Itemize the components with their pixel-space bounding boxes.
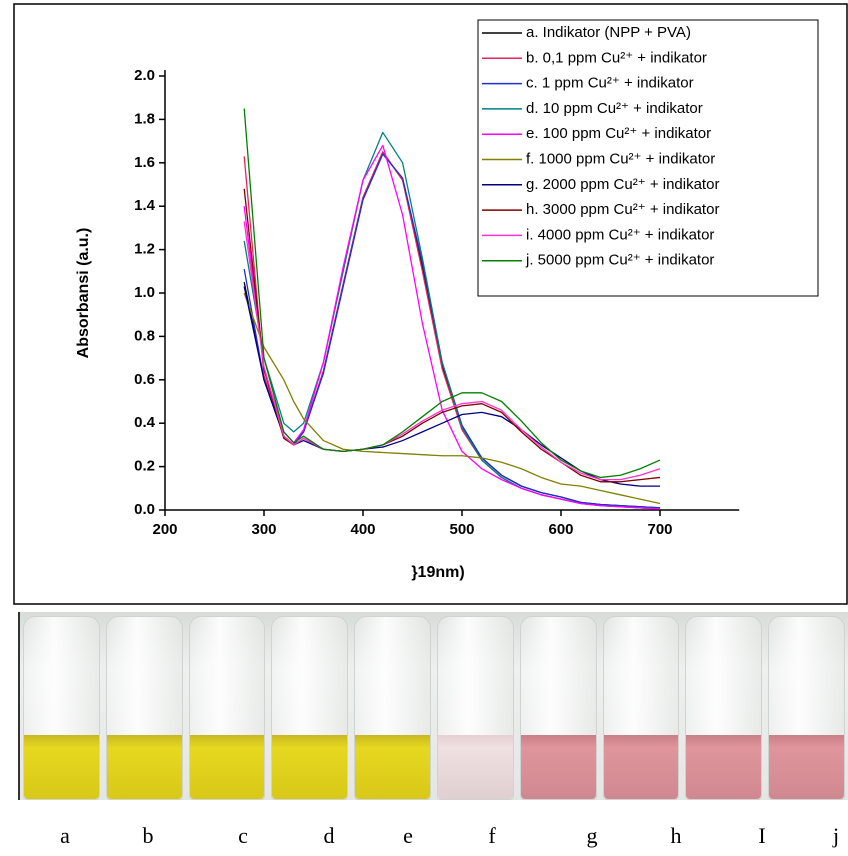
spectrum-line [243,108,661,479]
legend-label: e. 100 ppm Cu²⁺ + indikator [526,125,711,142]
y-tick-label: 0.6 [134,371,155,388]
vial-label: g [587,823,598,848]
vial [436,616,514,800]
x-tick-label: 300 [251,521,276,538]
vial [271,616,349,800]
y-tick-label: 0.0 [134,501,155,518]
vial [105,616,183,800]
chart-frame [13,3,848,605]
vial [354,616,431,800]
y-tick-label: 1.0 [134,284,155,301]
vial-label: h [671,823,682,848]
vial [602,616,680,800]
y-tick-label: 1.8 [134,110,155,127]
legend-label: b. 0,1 ppm Cu²⁺ + indikator [526,49,707,66]
y-tick-label: 1.6 [134,154,155,171]
vial-label: b [143,823,154,848]
legend-label: g. 2000 ppm Cu²⁺ + indikator [526,176,719,193]
x-tick-label: 200 [152,521,177,538]
vial-label: e [403,823,413,848]
y-tick-label: 0.8 [134,327,155,344]
vial-label: I [758,823,765,848]
legend-label: h. 3000 ppm Cu²⁺ + indikator [526,201,719,218]
legend [477,19,819,297]
y-tick-label: 1.2 [134,241,155,258]
spectrum-line [243,221,661,481]
vial-label: c [238,823,248,848]
vial [519,616,597,800]
vial-label: f [488,823,496,848]
vial [768,616,845,800]
x-tick-label: 700 [647,521,672,538]
y-tick-label: 0.2 [134,458,155,475]
y-tick-label: 2.0 [134,67,155,84]
legend-label: f. 1000 ppm Cu²⁺ + indikator [526,150,715,167]
spectrum-line [243,292,661,505]
vial-label: j [832,823,839,848]
legend-label: i. 4000 ppm Cu²⁺ + indikator [526,226,714,243]
legend-label: a. Indikator (NPP + PVA) [526,24,691,41]
y-axis-label: Absorbansi (a.u.) [75,228,92,359]
x-tick-label: 400 [350,521,375,538]
x-tick-label: 600 [548,521,573,538]
x-tick-label: 500 [449,521,474,538]
vial-photo [18,612,848,800]
legend-label: d. 10 ppm Cu²⁺ + indikator [526,100,703,117]
x-axis-label: }19nm) [411,564,464,581]
vial [685,616,763,800]
vial [188,616,266,800]
vial-label: a [60,823,70,848]
y-tick-label: 1.4 [134,197,156,214]
legend-label: c. 1 ppm Cu²⁺ + indikator [526,75,694,92]
legend-label: j. 5000 ppm Cu²⁺ + indikator [525,252,714,269]
y-tick-label: 0.4 [134,414,156,431]
vial [23,616,100,800]
spectrum-line [243,286,660,487]
vial-label: d [324,823,335,848]
